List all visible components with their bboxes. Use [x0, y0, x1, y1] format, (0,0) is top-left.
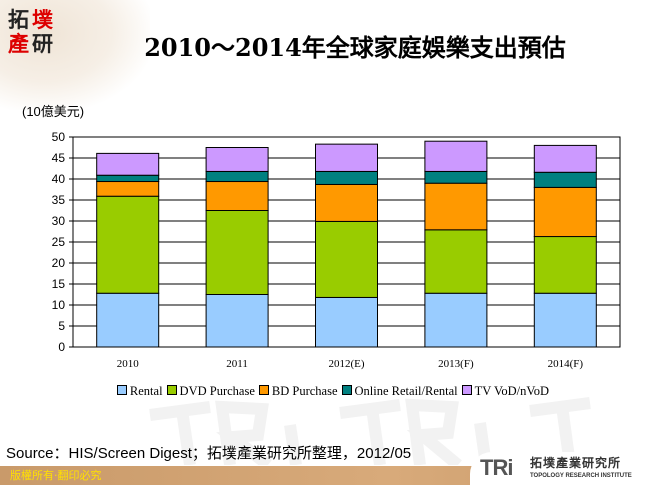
y-tick-label: 40 [52, 172, 66, 186]
legend-item: TV VoD/nVoD [461, 384, 550, 399]
bar-segment-dvd-purchase [96, 195, 160, 294]
legend-swatch [166, 385, 177, 395]
logo-char: 研 [32, 32, 53, 56]
legend-swatch [258, 385, 269, 395]
bar-segment-rental [315, 296, 378, 348]
x-tick-label: 2011 [226, 358, 248, 370]
bar-segment-online-retail-rental [315, 170, 378, 185]
x-tick-label: 2010 [117, 358, 140, 370]
bar-segment-rental [205, 294, 269, 348]
bar-segment-rental [533, 292, 597, 348]
legend-item: Online Retail/Rental [341, 384, 458, 399]
y-tick-label: 0 [58, 340, 65, 354]
bar-segment-dvd-purchase [533, 236, 597, 294]
legend-label: DVD Purchase [179, 384, 255, 398]
legend: Rental DVD Purchase BD Purchase Online Reta… [0, 384, 650, 399]
bar-segment-bd-purchase [424, 182, 488, 231]
y-tick-label: 5 [58, 319, 65, 333]
y-axis-unit: (10億美元) [22, 104, 85, 119]
logo-char: 產 [8, 32, 29, 56]
bar-segment-dvd-purchase [315, 220, 378, 298]
legend-label: Rental [129, 384, 163, 398]
legend-swatch [461, 385, 472, 395]
bar-segment-dvd-purchase [205, 210, 269, 295]
bar-segment-rental [96, 292, 160, 348]
legend-swatch [341, 385, 352, 395]
x-tick-label: 2013(F) [438, 358, 474, 370]
bar-segment-tv-vod-nvod [96, 152, 160, 176]
y-tick-label: 10 [52, 298, 66, 312]
bar-segment-rental [424, 292, 488, 348]
y-tick-label: 25 [52, 235, 66, 249]
y-tick-label: 45 [52, 151, 66, 165]
bar-segment-online-retail-rental [424, 170, 488, 184]
bar-segment-tv-vod-nvod [205, 147, 269, 172]
legend-label: Online Retail/Rental [354, 384, 458, 398]
chart-title: 2010～2014年全球家庭娛樂支出預估 [144, 33, 566, 62]
y-tick-label: 50 [52, 130, 66, 144]
bar-segment-online-retail-rental [533, 171, 597, 188]
x-tick-label: 2012(E) [328, 358, 364, 370]
bar-segment-bd-purchase [315, 183, 378, 222]
bar-segment-tv-vod-nvod [315, 143, 378, 172]
x-tick-label: 2014(F) [548, 358, 584, 370]
legend-label: BD Purchase [271, 384, 338, 398]
brand-name-cn: 拓墣產業研究所 [530, 456, 622, 470]
bar-segment-bd-purchase [96, 181, 160, 197]
bar-segment-online-retail-rental [205, 170, 269, 183]
logo-char: 墣 [32, 8, 53, 32]
background-map [0, 0, 150, 110]
bar-segment-online-retail-rental [96, 174, 160, 183]
source-note: Source：HIS/Screen Digest；拓墣產業研究所整理，2012/… [6, 445, 412, 462]
stacked-bar-chart: 0 5 10 15 20 25 30 35 40 45 50 2010 2011 2012(E) 2013(… [52, 130, 621, 370]
legend-label: TV VoD/nVoD [474, 384, 550, 398]
y-tick-label: 30 [52, 214, 66, 228]
brand-logo: TRi 拓墣產業研究所 TOPOLOGY RESEARCH INSTITUTE [470, 452, 650, 485]
bar-segment-tv-vod-nvod [424, 140, 488, 172]
legend-item: BD Purchase [258, 384, 338, 399]
logo-char: 拓 [8, 8, 29, 32]
brand-mark: TRi [480, 455, 513, 480]
legend-item: Rental [116, 384, 163, 399]
copyright: 版權所有‧翻印必究 [10, 469, 102, 482]
bar-segment-bd-purchase [533, 186, 597, 238]
bar-segment-dvd-purchase [424, 229, 488, 294]
y-tick-label: 15 [52, 277, 66, 291]
legend-item: DVD Purchase [166, 384, 255, 399]
y-tick-label: 35 [52, 193, 66, 207]
logo: 拓 墣 產 研 [8, 8, 60, 58]
y-tick-label: 20 [52, 256, 66, 270]
legend-swatch [116, 385, 127, 395]
bar-segment-tv-vod-nvod [533, 144, 597, 173]
brand-name-en: TOPOLOGY RESEARCH INSTITUTE [530, 473, 632, 479]
bar-segment-bd-purchase [205, 181, 269, 212]
